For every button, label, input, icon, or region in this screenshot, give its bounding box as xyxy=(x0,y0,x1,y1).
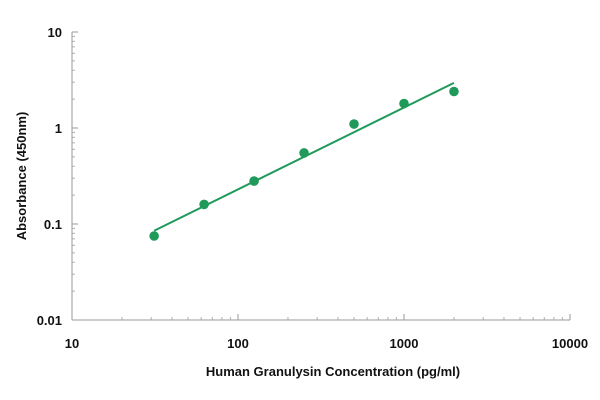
y-tick-label: 0.01 xyxy=(37,313,62,328)
y-tick-label: 0.1 xyxy=(44,217,62,232)
x-tick-label: 10000 xyxy=(552,336,588,351)
data-point xyxy=(249,176,259,186)
data-point xyxy=(299,148,309,158)
data-point xyxy=(199,199,209,210)
points-layer xyxy=(149,86,459,241)
data-point xyxy=(399,98,409,109)
x-tick-label: 10 xyxy=(65,336,79,351)
data-point xyxy=(449,86,459,97)
x-axis-title: Human Granulysin Concentration (pg/ml) xyxy=(206,364,460,379)
x-tick-labels: 10 100 1000 10000 xyxy=(65,336,588,351)
y-axis-title: Absorbance (450nm) xyxy=(14,112,29,241)
minor-ticks xyxy=(72,35,563,320)
data-point xyxy=(349,119,359,129)
data-point xyxy=(149,231,159,241)
y-tick-label: 10 xyxy=(48,25,62,40)
y-tick-labels: 0.01 0.1 1 10 xyxy=(37,25,62,328)
major-ticks xyxy=(71,31,571,321)
x-tick-label: 1000 xyxy=(390,336,419,351)
x-tick-label: 100 xyxy=(227,336,249,351)
y-tick-label: 1 xyxy=(55,121,62,136)
